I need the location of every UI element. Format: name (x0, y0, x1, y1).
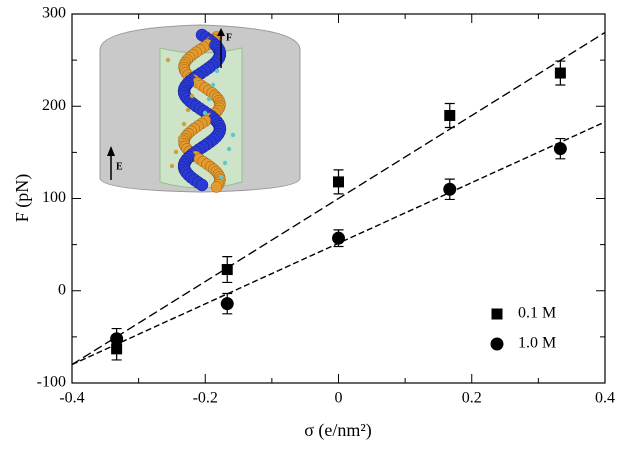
legend-marker (490, 337, 504, 351)
ion (173, 149, 179, 155)
data-point (554, 67, 566, 79)
ion (177, 135, 183, 141)
helix-atom (210, 181, 223, 193)
ion (226, 146, 232, 152)
x-tick-label: 0 (335, 390, 343, 407)
field-label: E (116, 161, 123, 172)
x-tick-label: -0.4 (59, 390, 84, 407)
legend-label: 1.0 M (518, 335, 556, 352)
x-tick-label: 0.2 (462, 390, 482, 407)
ion (181, 121, 187, 127)
force-arrowhead (217, 28, 225, 36)
field-arrowhead (107, 146, 115, 156)
dna-helix (165, 28, 236, 193)
data-point (221, 264, 233, 276)
ion (165, 57, 171, 63)
ion (185, 107, 191, 113)
data-point (220, 297, 234, 311)
ion (222, 160, 228, 166)
y-axis-label: F (pN) (12, 174, 33, 223)
y-tick-label: 0 (58, 281, 66, 298)
data-point (443, 182, 457, 196)
y-tick-label: 300 (42, 5, 66, 22)
legend-label: 0.1 M (518, 305, 556, 322)
ion (210, 82, 216, 88)
ion (189, 93, 195, 99)
fit-line (71, 31, 606, 366)
data-point (553, 142, 567, 156)
ion (218, 174, 224, 180)
ion (206, 96, 212, 102)
y-tick-label: -100 (37, 374, 66, 391)
ion (193, 79, 199, 85)
x-tick-label: 0.4 (595, 390, 615, 407)
x-tick-label: -0.2 (193, 390, 218, 407)
data-point (444, 109, 456, 121)
ion (230, 132, 236, 138)
data-point (333, 176, 344, 188)
force-label: F (226, 32, 232, 43)
y-tick-label: 200 (42, 97, 66, 114)
data-point (332, 231, 345, 245)
ion (214, 68, 220, 74)
y-tick-label: 100 (42, 189, 66, 206)
ion (169, 163, 175, 169)
ion (202, 110, 208, 116)
legend-marker (491, 308, 503, 320)
x-axis-label: σ (e/nm²) (304, 420, 372, 441)
helix-atom (195, 178, 209, 192)
data-point (110, 332, 124, 346)
inset-image: F E (99, 24, 301, 193)
